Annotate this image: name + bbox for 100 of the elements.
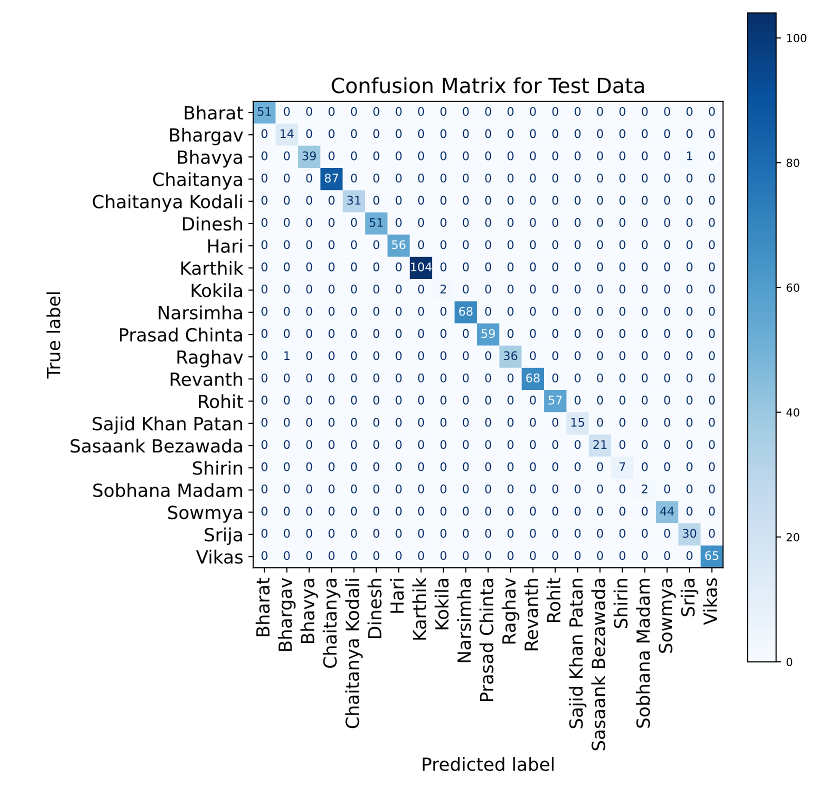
- data-label: 0: [418, 462, 424, 472]
- data-label: 0: [418, 418, 424, 427]
- data-label: 0: [508, 551, 514, 560]
- data-label: 0: [396, 218, 402, 227]
- data-label: 0: [373, 306, 380, 316]
- data-label: 0: [350, 329, 357, 338]
- data-label: 0: [619, 196, 626, 205]
- data-label: 0: [328, 240, 335, 250]
- data-label: 0: [597, 418, 603, 427]
- data-label: 0: [328, 284, 335, 294]
- data-label: 0: [306, 329, 312, 338]
- data-label: 0: [508, 262, 514, 272]
- y-tick-label: Sasaank Bezawada: [70, 438, 242, 453]
- data-label: 0: [462, 418, 469, 427]
- data-label: 0: [328, 306, 335, 316]
- data-label: 0: [306, 306, 312, 316]
- data-label: 0: [642, 196, 648, 205]
- data-label: 0: [619, 351, 626, 360]
- data-label: 0: [350, 306, 357, 316]
- data-label: 0: [708, 528, 715, 538]
- data-label: 0: [508, 240, 514, 250]
- data-label: 0: [440, 351, 446, 360]
- data-label: 0: [642, 351, 648, 360]
- data-label: 0: [642, 240, 648, 250]
- data-label: 0: [597, 329, 603, 338]
- data-label: 0: [440, 373, 446, 382]
- data-label: 0: [350, 351, 357, 360]
- data-label: 0: [530, 462, 536, 472]
- data-label: 0: [574, 528, 581, 538]
- data-label: 0: [462, 129, 469, 138]
- data-label: 0: [642, 151, 648, 160]
- data-label: 0: [462, 151, 469, 160]
- data-label: 0: [686, 106, 692, 116]
- data-label: 0: [396, 196, 402, 205]
- data-label: 0: [664, 396, 670, 405]
- data-label: 0: [373, 506, 380, 516]
- data-label: 0: [664, 351, 670, 360]
- data-label: 0: [373, 106, 380, 116]
- data-label: 0: [664, 218, 670, 227]
- data-label: 0: [552, 284, 558, 294]
- data-label: 0: [261, 218, 268, 227]
- data-label: 0: [306, 174, 312, 183]
- x-tick-label: Vikas: [703, 578, 718, 625]
- data-label: 0: [597, 129, 603, 138]
- data-label: 0: [530, 351, 536, 360]
- data-label: 0: [619, 551, 626, 560]
- data-label: 2: [440, 284, 446, 294]
- data-label: 0: [597, 284, 603, 294]
- data-label: 0: [284, 174, 290, 183]
- data-label: 0: [642, 174, 648, 183]
- data-label: 0: [664, 284, 670, 294]
- data-label: 0: [373, 484, 380, 494]
- data-label: 87: [324, 174, 338, 183]
- data-label: 0: [574, 506, 581, 516]
- data-label: 1: [687, 152, 692, 160]
- data-label: 0: [284, 196, 290, 205]
- data-label: 0: [552, 506, 558, 516]
- data-label: 0: [619, 262, 626, 272]
- data-label: 0: [642, 129, 648, 138]
- data-label: 0: [306, 440, 312, 449]
- data-label: 0: [686, 329, 692, 338]
- data-label: 0: [708, 218, 715, 227]
- data-label: 0: [418, 151, 424, 160]
- data-label: 0: [686, 418, 692, 427]
- data-label: 0: [686, 351, 692, 360]
- data-label: 0: [306, 351, 312, 360]
- data-label: 0: [440, 440, 446, 449]
- data-label: 0: [708, 174, 715, 183]
- data-label: 0: [373, 373, 380, 382]
- data-label: 0: [552, 418, 558, 427]
- data-label: 0: [508, 174, 514, 183]
- data-label: 0: [418, 306, 424, 316]
- data-label: 0: [574, 551, 581, 560]
- data-label: 0: [418, 329, 424, 338]
- data-label: 0: [328, 462, 335, 472]
- y-tick-label: Sowmya: [168, 506, 242, 523]
- data-label: 0: [350, 440, 357, 449]
- data-label: 0: [619, 418, 626, 427]
- data-label: 59: [482, 329, 495, 338]
- data-label: 0: [485, 240, 492, 250]
- data-label: 0: [284, 440, 290, 449]
- data-label: 0: [686, 462, 692, 472]
- data-label: 0: [686, 129, 692, 138]
- data-label: 0: [619, 106, 626, 116]
- data-label: 0: [440, 129, 446, 138]
- data-label: 0: [485, 418, 492, 427]
- data-label: 68: [459, 306, 472, 316]
- data-label: 0: [619, 174, 626, 183]
- y-tick-label: Revanth: [170, 372, 242, 386]
- x-tick-label: Srija: [680, 579, 698, 616]
- y-tick-label: Rohit: [199, 394, 244, 408]
- data-label: 0: [328, 151, 335, 160]
- color-bar-label: 80: [786, 158, 800, 168]
- x-tick-label: Kokila: [434, 579, 449, 630]
- data-label: 0: [485, 106, 492, 116]
- data-label: 0: [350, 284, 357, 294]
- data-label: 0: [440, 329, 446, 338]
- data-label: 0: [462, 174, 469, 183]
- data-label: 0: [530, 240, 536, 250]
- data-label: 0: [418, 284, 424, 294]
